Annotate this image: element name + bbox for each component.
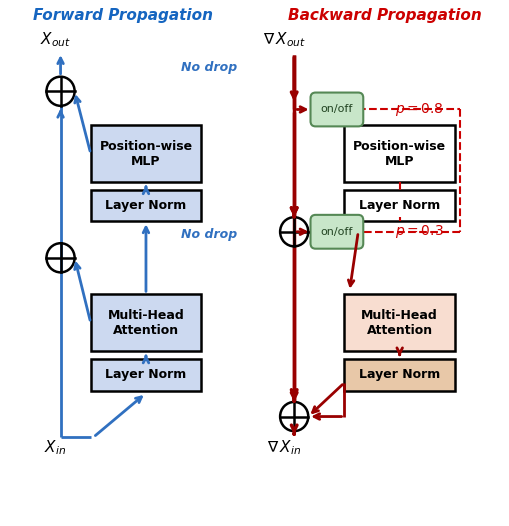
Text: $p=0.8$: $p=0.8$ <box>394 101 442 118</box>
Bar <box>91 190 201 221</box>
Text: Layer Norm: Layer Norm <box>105 199 186 213</box>
Text: Layer Norm: Layer Norm <box>358 368 439 381</box>
Text: Multi-Head
Attention: Multi-Head Attention <box>360 309 437 337</box>
Text: Position-wise
MLP: Position-wise MLP <box>352 140 445 168</box>
Text: Forward Propagation: Forward Propagation <box>33 8 213 23</box>
Text: Layer Norm: Layer Norm <box>358 199 439 213</box>
Text: Multi-Head
Attention: Multi-Head Attention <box>107 309 184 337</box>
Text: $X_{out}$: $X_{out}$ <box>40 30 71 48</box>
Text: $p=0.3$: $p=0.3$ <box>394 223 443 240</box>
Bar <box>91 359 201 390</box>
Bar <box>91 294 201 351</box>
FancyBboxPatch shape <box>310 93 362 126</box>
Bar <box>344 359 454 390</box>
Text: on/off: on/off <box>320 105 352 115</box>
Text: $X_{in}$: $X_{in}$ <box>44 438 67 457</box>
Text: on/off: on/off <box>320 227 352 237</box>
Text: Backward Propagation: Backward Propagation <box>287 8 480 23</box>
Bar <box>344 125 454 183</box>
Text: Position-wise
MLP: Position-wise MLP <box>99 140 192 168</box>
Text: $\nabla\, X_{out}$: $\nabla\, X_{out}$ <box>262 30 305 48</box>
FancyBboxPatch shape <box>310 215 362 249</box>
Bar <box>344 294 454 351</box>
Text: Layer Norm: Layer Norm <box>105 368 186 381</box>
Text: $\nabla\, X_{in}$: $\nabla\, X_{in}$ <box>267 438 301 457</box>
Bar <box>91 125 201 183</box>
Bar <box>344 190 454 221</box>
Text: No drop: No drop <box>180 228 237 241</box>
Text: No drop: No drop <box>180 62 237 74</box>
